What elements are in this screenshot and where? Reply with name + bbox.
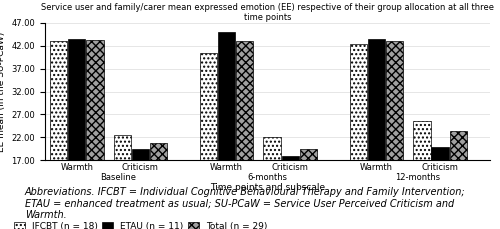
Bar [432,147,448,229]
Bar [150,143,167,229]
Bar [414,121,430,229]
Bar [50,41,67,229]
Bar [114,135,131,229]
Y-axis label: EE mean (in the SU-PCaW): EE mean (in the SU-PCaW) [0,31,6,152]
Title: Service user and family/carer mean expressed emotion (EE) respective of their gr: Service user and family/carer mean expre… [41,3,494,22]
Text: Baseline: Baseline [100,173,136,182]
Bar [368,39,385,229]
Bar [218,32,236,229]
Bar [282,156,299,229]
Bar [300,149,317,229]
Bar [68,39,86,229]
Bar [236,41,254,229]
Legend: IFCBT (n = 18), ETAU (n = 11), Total (n = 29): IFCBT (n = 18), ETAU (n = 11), Total (n … [14,222,268,229]
Bar [450,131,467,229]
Text: Abbreviations. IFCBT = Individual Cognitive Behavioural Therapy and Family Inter: Abbreviations. IFCBT = Individual Cognit… [25,187,466,220]
Bar [350,44,367,229]
Bar [386,41,404,229]
Text: Time points and subscale: Time points and subscale [210,183,325,192]
Text: 12-months: 12-months [395,173,440,182]
Bar [264,137,280,229]
Bar [86,40,104,229]
Text: 6-months: 6-months [248,173,288,182]
Bar [132,149,149,229]
Bar [200,53,217,229]
